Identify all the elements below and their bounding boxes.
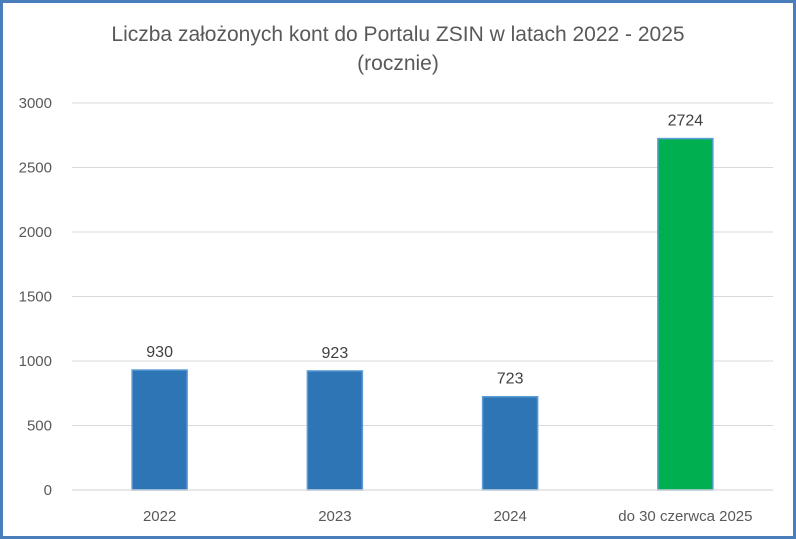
chart-subtitle: (rocznie) [357, 52, 439, 75]
gridlines [72, 102, 773, 426]
data-label: 923 [322, 345, 349, 362]
x-axis-ticks: 2022 2023 2024 do 30 czerwca 2025 [143, 508, 753, 525]
y-tick-label: 500 [27, 418, 52, 435]
x-tick-label: 2023 [318, 508, 351, 525]
y-tick-label: 0 [44, 482, 52, 499]
data-label: 930 [146, 344, 173, 361]
x-tick-label: 2024 [493, 508, 526, 525]
bar [306, 370, 364, 491]
y-tick-label: 1500 [19, 289, 52, 306]
chart-title: Liczba założonych kont do Portalu ZSIN w… [111, 23, 684, 46]
y-axis-ticks: 0 500 1000 1500 2000 2500 3000 [19, 95, 52, 499]
x-tick-label: 2022 [143, 508, 176, 525]
data-label: 2724 [668, 113, 704, 130]
data-labels: 930 923 723 2724 [146, 113, 703, 388]
bar [131, 369, 188, 491]
y-tick-label: 2000 [19, 224, 52, 241]
bar [657, 137, 714, 491]
y-tick-label: 1000 [19, 353, 52, 370]
y-tick-label: 3000 [19, 95, 52, 112]
data-label: 723 [497, 371, 524, 388]
bars [131, 137, 714, 491]
bar [481, 395, 539, 491]
x-tick-label: do 30 czerwca 2025 [618, 508, 752, 525]
y-tick-label: 2500 [19, 160, 52, 177]
